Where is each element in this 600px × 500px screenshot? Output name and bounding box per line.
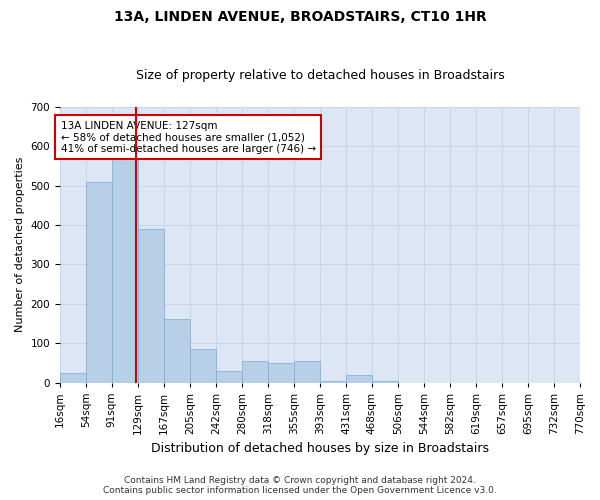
Bar bbox=[190, 349, 216, 382]
Title: Size of property relative to detached houses in Broadstairs: Size of property relative to detached ho… bbox=[136, 69, 505, 82]
Bar bbox=[138, 229, 164, 382]
Bar bbox=[112, 156, 138, 382]
Text: 13A LINDEN AVENUE: 127sqm
← 58% of detached houses are smaller (1,052)
41% of se: 13A LINDEN AVENUE: 127sqm ← 58% of detac… bbox=[61, 120, 316, 154]
Bar bbox=[164, 320, 190, 382]
Bar bbox=[371, 380, 398, 382]
Bar bbox=[294, 361, 320, 382]
Bar bbox=[268, 363, 294, 382]
Bar bbox=[60, 372, 86, 382]
Text: 13A, LINDEN AVENUE, BROADSTAIRS, CT10 1HR: 13A, LINDEN AVENUE, BROADSTAIRS, CT10 1H… bbox=[113, 10, 487, 24]
X-axis label: Distribution of detached houses by size in Broadstairs: Distribution of detached houses by size … bbox=[151, 442, 489, 455]
Bar bbox=[216, 370, 242, 382]
Bar bbox=[320, 380, 346, 382]
Bar bbox=[86, 182, 112, 382]
Text: Contains HM Land Registry data © Crown copyright and database right 2024.
Contai: Contains HM Land Registry data © Crown c… bbox=[103, 476, 497, 495]
Bar bbox=[242, 361, 268, 382]
Bar bbox=[346, 374, 371, 382]
Y-axis label: Number of detached properties: Number of detached properties bbox=[15, 157, 25, 332]
